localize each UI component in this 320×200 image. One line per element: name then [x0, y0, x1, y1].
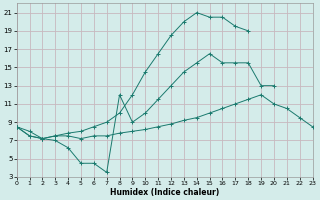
- X-axis label: Humidex (Indice chaleur): Humidex (Indice chaleur): [110, 188, 219, 197]
